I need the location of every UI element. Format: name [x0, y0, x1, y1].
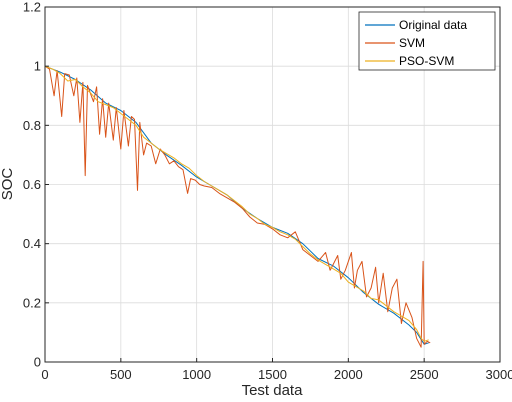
ticks: 0 500 1000 1500 2000 2500 3000 0 0.2 0.4 0.6 0.8 1 1.…	[23, 0, 512, 382]
y-tick-label: 0.8	[23, 118, 41, 133]
x-tick-label: 0	[41, 367, 48, 382]
y-tick-label: 0.4	[23, 236, 41, 251]
legend-entry-label: SVM	[399, 36, 425, 50]
series-line-1	[44, 65, 431, 348]
series-group	[44, 65, 431, 348]
x-tick-label: 1000	[182, 367, 211, 382]
legend: Original data SVM PSO-SVM	[358, 11, 496, 71]
y-tick-label: 0.6	[23, 177, 41, 192]
x-axis-label: Test data	[242, 382, 304, 399]
y-axis-label: SOC	[0, 168, 16, 201]
x-tick-label: 2000	[334, 367, 363, 382]
x-tick-label: 3000	[486, 367, 512, 382]
series-line-0	[44, 65, 429, 345]
legend-box	[358, 11, 496, 71]
y-tick-label: 0.2	[23, 295, 41, 310]
x-tick-label: 1500	[258, 367, 287, 382]
legend-entry-label: PSO-SVM	[399, 54, 454, 68]
y-tick-label: 0	[34, 355, 41, 370]
x-tick-label: 500	[110, 367, 132, 382]
y-tick-label: 1.2	[23, 0, 41, 15]
series-line-2	[44, 65, 429, 342]
x-tick-label: 2500	[410, 367, 439, 382]
y-tick-label: 1	[34, 59, 41, 74]
legend-entry-label: Original data	[399, 18, 467, 32]
